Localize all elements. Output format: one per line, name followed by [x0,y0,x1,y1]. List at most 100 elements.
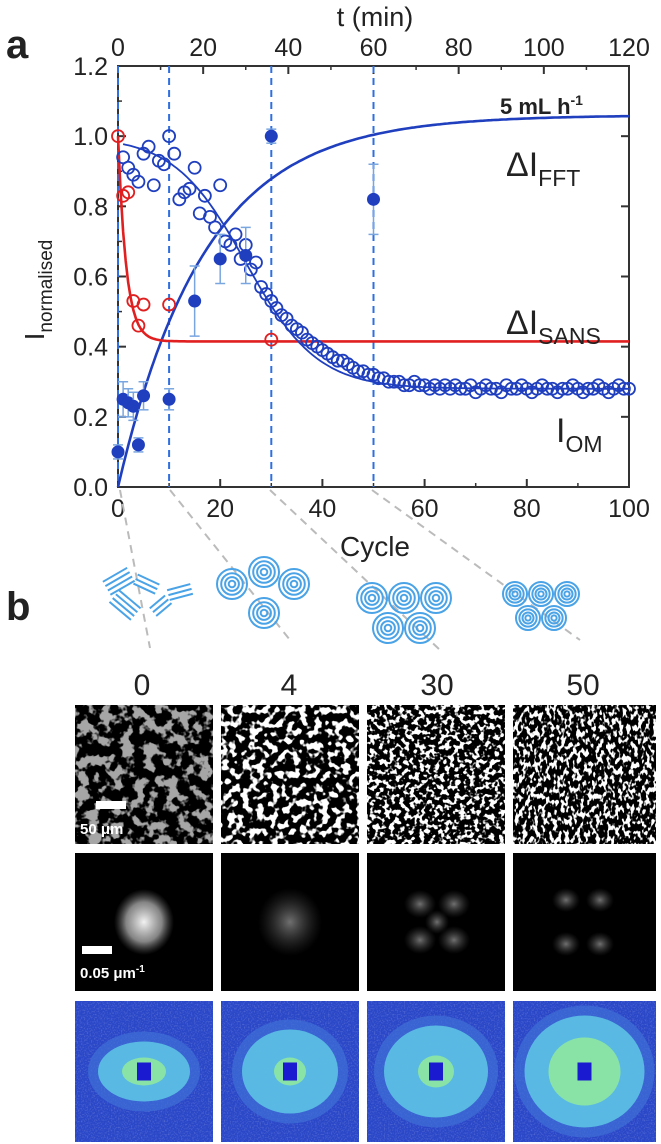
vesicle-ring [399,593,409,603]
vesicle-ring [282,572,306,596]
vesicle-ring [560,587,574,601]
vesicle-ring [505,584,525,604]
sans-beamstop [577,1062,592,1081]
vesicle-ring [557,584,577,604]
fft-point [131,438,145,452]
x2-tick-label: 60 [360,34,388,62]
y-axis: 0.0 0.2 0.4 0.6 0.8 1.0 1.2 [73,53,629,502]
panel-label-b: b [6,585,30,629]
y-tick-label: 0.6 [73,264,108,292]
vesicle-ring [396,590,412,606]
fft-image-50 [513,853,656,991]
vesicle-ring [431,593,441,603]
vesicle-ring [511,590,519,598]
fft-scale-bar [82,946,112,954]
om-point [187,160,202,175]
vesicle [388,582,420,614]
om-point [228,227,243,242]
svg-text:Inormalised: Inormalised [19,240,57,341]
vesicle-ring [216,568,248,600]
x-axis-bottom: 0 20 40 60 80 100 [111,479,650,523]
vesicle-ring [408,616,432,640]
om-scale-label: 50 μm [80,821,123,838]
vesicle-ring [248,597,280,629]
fft-image-row: 0.05 μm-1 [75,853,656,991]
x-tick-label: 100 [608,495,650,523]
vesicle-ring [227,579,237,589]
vesicle-ring [541,605,567,631]
vesicle-ring [550,614,558,622]
vesicle [541,605,567,631]
om-point [157,157,171,172]
vesicle-ring [534,587,548,601]
om-point [616,381,631,396]
om-point [622,381,636,396]
sans-point [111,129,125,144]
om-point [213,178,228,193]
vesicle-ring [392,586,416,610]
y-tick-label: 0.0 [73,474,108,502]
flow-rate-annotation: 5 mL h-1 [500,92,583,119]
vesicle-ring [356,582,388,614]
vesicle [248,597,280,629]
y-tick-label: 1.0 [73,123,108,151]
vesicle [216,568,248,600]
sans-beamstop [283,1062,297,1081]
vesicle-ring [259,608,269,618]
series-label-om: IOM [556,412,603,457]
vesicle-ring [502,581,528,607]
sans-point [136,297,151,312]
fft-point [126,399,140,413]
fft-point [111,445,125,459]
vesicle-ring [563,590,571,598]
x-axis-label: Cycle [340,531,410,562]
x-tick-label: 80 [513,495,541,523]
fft-point [239,248,253,262]
vesicle-ring [412,620,428,636]
fft-point [137,389,151,403]
vesicle-ring [360,586,384,610]
vesicle-ring [252,601,276,625]
vesicle-ring [380,620,396,636]
y-axis-label: Inormalised [19,240,57,341]
cycle-header-30: 30 [420,669,453,702]
vesicle-ring [428,590,444,606]
x2-tick-label: 80 [445,34,473,62]
sans-point [162,297,177,312]
y-tick-label: 0.2 [73,404,108,432]
vesicle-ring [424,586,448,610]
vesicle-ring [278,568,310,600]
vesicle-ring [286,576,302,592]
vesicle-ring [248,556,280,588]
sans-point [121,185,136,200]
fft-point [264,129,278,143]
vesicle [420,582,452,614]
sans-point [264,332,279,347]
vesicle-ring [376,616,400,640]
y-tick-label: 1.2 [73,53,108,81]
vesicle-ring [372,612,404,644]
vesicle-ring [518,608,538,628]
om-point [162,129,177,144]
vesicle-ring [364,590,380,606]
om-point [146,178,161,193]
vesicle-ring [508,587,522,601]
vesicle-ring [554,581,580,607]
series-label-fft: ΔIFFT [506,146,580,191]
sans-beamstop [137,1062,151,1081]
x-tick-label: 0 [111,495,125,523]
vesicle-ring [547,611,561,625]
vesicle [515,605,541,631]
sans-beamstop [429,1062,443,1081]
vesicle [502,581,528,607]
fit-curve [116,136,629,343]
vesicle-ring [544,608,564,628]
series-label-sans: ΔISANS [506,304,601,349]
vesicle-ring [531,584,551,604]
cycle-header-4: 4 [281,669,298,702]
y-tick-label: 0.4 [73,334,108,362]
om-point [182,181,197,196]
vesicle [372,612,404,644]
vesicle-ring [220,572,244,596]
schematic-connectors [119,489,581,651]
